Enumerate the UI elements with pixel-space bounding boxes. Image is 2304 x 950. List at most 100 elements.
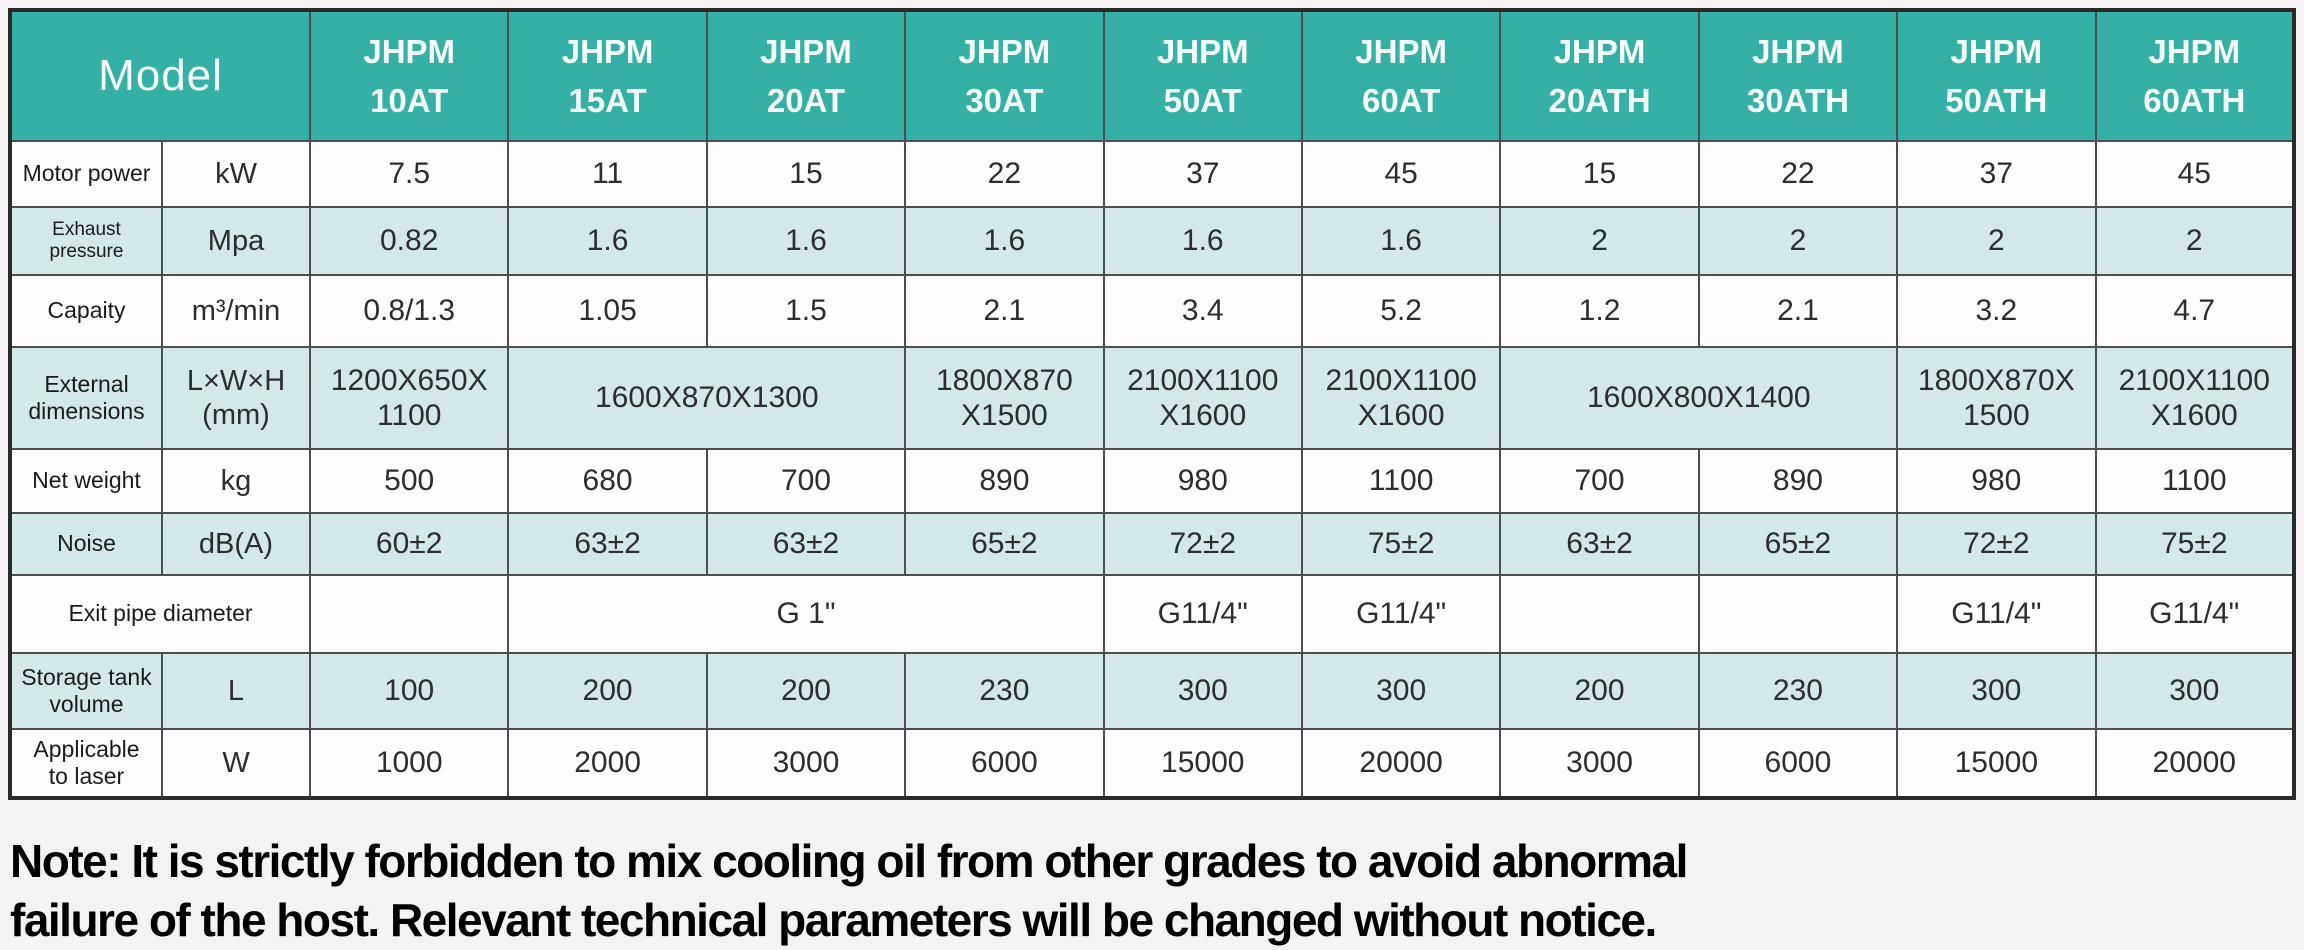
exhaust-pressure-value-3: 1.6 (507, 206, 708, 276)
cell-text: X1500 (960, 399, 1048, 432)
cell-text: W (222, 746, 250, 779)
cell-text: 65±2 (1764, 527, 1832, 561)
table-row-storage-tank-volume: Storage tank volume L 100 200 200 230 300 300 200… (9, 652, 2296, 730)
header-row: Model JHPM 10AT JHPM 15AT JHPM 20AT JHPM 30AT JH… (9, 9, 2296, 142)
exhaust-pressure-value-2: 0.82 (308, 206, 510, 276)
table-body: Motor power kW 7.5 11 15 22 37 45 15 22 37 45 Exhaus… (9, 140, 2296, 799)
exit-pipe-diameter-value-7: G11/4" (1896, 574, 2097, 654)
applicable-to-laser-value-5: 6000 (904, 728, 1105, 799)
cell-text: 2 (1987, 224, 2005, 258)
cell-text: 3000 (1566, 746, 1633, 780)
exhaust-pressure-value-8: 2 (1499, 206, 1700, 276)
spec-table-container: Model JHPM 10AT JHPM 15AT JHPM 20AT JHPM 30AT JH… (8, 8, 2296, 800)
capacity-value-5: 2.1 (904, 274, 1105, 348)
cell-text: dimensions (28, 398, 145, 424)
external-dimensions-unit: L×W×H (mm) (161, 346, 311, 450)
exit-pipe-diameter-value-4: G11/4" (1300, 574, 1502, 654)
applicable-to-laser-value-4: 3000 (705, 728, 907, 799)
cell-text: 2000 (574, 746, 641, 780)
cell-text: 2 (1591, 224, 1608, 258)
cell-text: G11/4" (2149, 597, 2240, 631)
exhaust-pressure-value-10: 2 (1896, 206, 2097, 276)
cell-text: 1500 (1962, 399, 2030, 432)
noise-unit: dB(A) (161, 512, 311, 576)
exit-pipe-diameter-value-2: G 1" (507, 574, 1105, 654)
noise-value-5: 65±2 (904, 512, 1105, 576)
noise-label: Noise (9, 512, 163, 576)
table-row-noise: Noise dB(A) 60±2 63±2 63±2 65±2 72±2 75±2 63±2 65… (9, 512, 2296, 576)
motor-power-value-4: 15 (705, 140, 907, 208)
external-dimensions-label: External dimensions (9, 346, 163, 450)
cell-text: 2100X1100 (1325, 363, 1477, 397)
storage-tank-volume-label: Storage tank volume (9, 652, 163, 730)
note-text: Note: It is strictly forbidden to mix co… (10, 832, 2290, 950)
model-header-jhpm-20ath: JHPM 20ATH (1499, 9, 1700, 142)
cell-text: 300 (1177, 674, 1228, 708)
cell-text: to laser (48, 763, 125, 789)
table-row-exit-pipe-diameter: Exit pipe diameter G 1" G11/4" G11/4" G11/4"… (9, 574, 2296, 654)
cell-text: 3000 (772, 746, 840, 780)
model-header-line: 20ATH (1548, 82, 1651, 119)
capacity-value-7: 5.2 (1300, 274, 1502, 348)
capacity-value-3: 1.05 (507, 274, 708, 348)
cell-text: Capaity (47, 297, 126, 324)
cell-text: Net weight (32, 467, 141, 494)
cell-text: 15 (1582, 157, 1617, 191)
model-header-line: JHPM (958, 32, 1051, 70)
cell-text: 65±2 (971, 527, 1038, 561)
cell-text: 75±2 (2160, 527, 2228, 561)
motor-power-value-3: 11 (507, 140, 708, 208)
model-header-line: JHPM (1950, 32, 2043, 70)
noise-value-7: 75±2 (1300, 512, 1502, 576)
cell-text: 37 (1186, 157, 1220, 191)
cell-text: 980 (1177, 464, 1228, 498)
model-header-line: JHPM (363, 32, 456, 70)
model-header-line: 10AT (370, 82, 449, 119)
exhaust-pressure-value-4: 1.6 (705, 206, 907, 276)
net-weight-value-6: 980 (1102, 448, 1303, 514)
cell-text: 230 (1772, 674, 1823, 708)
exit-pipe-diameter-value-3: G11/4" (1102, 574, 1303, 654)
cell-text: G11/4" (1157, 597, 1248, 631)
cell-text: 1.6 (785, 224, 827, 258)
motor-power-value-8: 15 (1499, 140, 1700, 208)
cell-text: 700 (1574, 464, 1625, 498)
applicable-to-laser-label: Applicable to laser (9, 728, 163, 799)
external-dimensions-value-6: 2100X1100 X1600 (1300, 346, 1502, 450)
applicable-to-laser-value-11: 20000 (2094, 728, 2296, 799)
cell-text: Applicable (33, 735, 140, 762)
exit-pipe-diameter-label: Exit pipe diameter (9, 574, 311, 654)
external-dimensions-value-8: 1800X870X 1500 (1896, 346, 2097, 450)
cell-text: 7.5 (388, 157, 431, 191)
net-weight-value-2: 500 (308, 448, 510, 514)
cell-text: 3.4 (1181, 294, 1224, 328)
capacity-unit: m³/min (161, 274, 311, 348)
cell-text: 1600X870X1300 (595, 381, 819, 415)
cell-text: X1600 (1357, 399, 1445, 432)
applicable-to-laser-value-9: 6000 (1697, 728, 1899, 799)
cell-text: Mpa (207, 224, 265, 257)
note-line-1: Note: It is strictly forbidden to mix co… (10, 835, 1688, 887)
storage-tank-volume-value-10: 300 (1896, 652, 2097, 730)
net-weight-value-5: 890 (904, 448, 1105, 514)
cell-text: 15 (789, 157, 823, 191)
model-header-line: 60ATH (2143, 82, 2246, 119)
capacity-value-10: 3.2 (1896, 274, 2097, 348)
model-header-jhpm-60ath: JHPM 60ATH (2094, 9, 2296, 142)
noise-value-10: 72±2 (1896, 512, 2097, 576)
cell-text: 1800X870X (1917, 363, 2075, 397)
exhaust-pressure-value-7: 1.6 (1300, 206, 1502, 276)
model-header-line: 60AT (1362, 82, 1441, 119)
cell-text: 4.7 (2173, 294, 2216, 328)
capacity-value-2: 0.8/1.3 (308, 274, 510, 348)
cell-text: 72±2 (1169, 527, 1237, 561)
capacity-value-8: 1.2 (1499, 274, 1700, 348)
cell-text: 1200X650X (330, 363, 488, 397)
cell-text: X1600 (1159, 399, 1247, 432)
cell-text: 63±2 (574, 527, 641, 561)
motor-power-value-2: 7.5 (308, 140, 510, 208)
cell-text: 45 (2177, 157, 2211, 191)
storage-tank-volume-value-11: 300 (2094, 652, 2296, 730)
storage-tank-volume-value-4: 200 (705, 652, 907, 730)
applicable-to-laser-value-8: 3000 (1499, 728, 1700, 799)
